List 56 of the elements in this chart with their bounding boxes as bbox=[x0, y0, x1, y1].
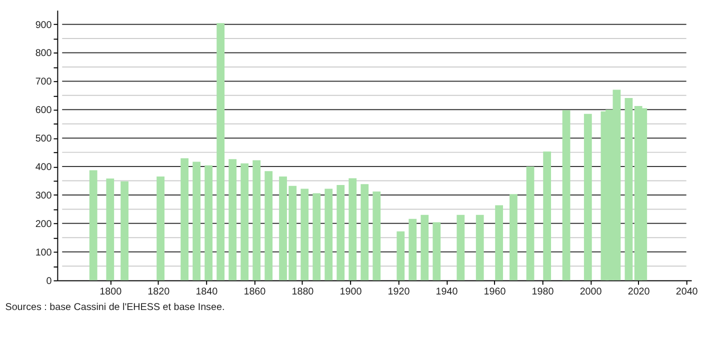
bar bbox=[584, 114, 592, 280]
bar bbox=[228, 159, 237, 280]
y-tick-label: 0 bbox=[46, 276, 52, 287]
bar bbox=[89, 170, 98, 280]
bar bbox=[264, 171, 273, 280]
bar bbox=[252, 160, 261, 280]
bar bbox=[543, 151, 552, 280]
bar bbox=[324, 188, 333, 280]
x-tick-label: 1980 bbox=[532, 286, 554, 298]
bar bbox=[192, 162, 201, 280]
bar bbox=[348, 178, 357, 280]
bar bbox=[360, 184, 369, 280]
bar bbox=[510, 194, 518, 280]
bar bbox=[562, 110, 570, 280]
y-tick-label: 500 bbox=[35, 134, 52, 145]
x-tick-label: 1880 bbox=[292, 286, 314, 298]
bar bbox=[240, 163, 249, 280]
bar bbox=[420, 214, 429, 280]
x-tick-label: 2020 bbox=[628, 286, 650, 298]
y-tick-label: 200 bbox=[35, 218, 52, 230]
x-tick-label: 2040 bbox=[676, 286, 698, 298]
bar bbox=[476, 214, 484, 280]
y-tick-label: 100 bbox=[35, 247, 52, 258]
y-tick-label: 700 bbox=[35, 76, 52, 88]
y-tick-label: 900 bbox=[35, 20, 52, 31]
x-tick-label: 1860 bbox=[244, 286, 266, 298]
y-tick-label: 800 bbox=[35, 48, 52, 60]
bar bbox=[408, 218, 417, 280]
x-tick-label: 1800 bbox=[100, 286, 122, 298]
bar bbox=[396, 231, 405, 280]
y-tick-label: 600 bbox=[35, 105, 52, 116]
x-tick-label: 1940 bbox=[436, 286, 458, 298]
x-tick-label: 1920 bbox=[388, 286, 410, 298]
y-tick-label: 300 bbox=[35, 190, 52, 202]
x-tick-label: 1960 bbox=[484, 286, 506, 298]
bar bbox=[216, 23, 225, 280]
x-tick-label: 1900 bbox=[340, 286, 362, 298]
bar bbox=[106, 178, 114, 280]
bar bbox=[372, 192, 381, 280]
y-tick-label: 400 bbox=[35, 162, 52, 173]
bar bbox=[456, 214, 465, 280]
x-tick-label: 1820 bbox=[148, 286, 170, 298]
bar bbox=[336, 185, 345, 280]
x-tick-label: 2000 bbox=[580, 286, 602, 298]
bar bbox=[495, 205, 504, 280]
x-tick-label: 1840 bbox=[196, 286, 218, 298]
bar bbox=[156, 176, 164, 280]
bar bbox=[120, 181, 128, 280]
bar bbox=[204, 165, 213, 280]
bar bbox=[300, 188, 309, 280]
bar bbox=[526, 166, 534, 280]
bar bbox=[624, 98, 633, 280]
bar bbox=[180, 158, 189, 280]
source-note: Sources : base Cassini de l'EHESS et base Insee. bbox=[5, 302, 225, 313]
bar bbox=[432, 222, 441, 280]
bar bbox=[312, 193, 321, 280]
